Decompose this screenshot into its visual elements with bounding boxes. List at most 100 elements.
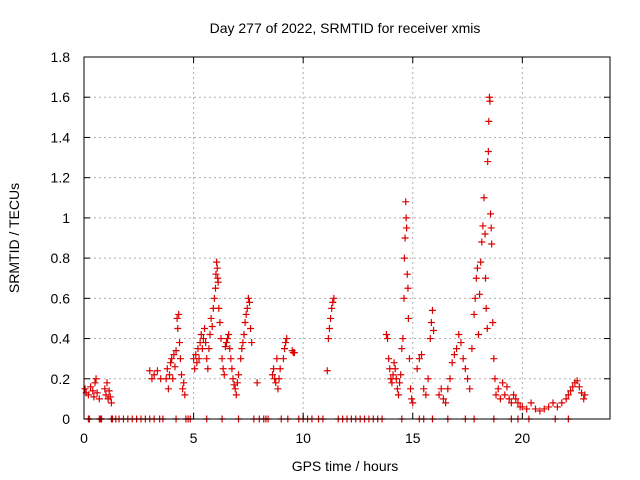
data-point [191, 365, 199, 373]
data-point [243, 304, 251, 312]
data-point [384, 335, 392, 343]
y-tick-label: 1 [62, 210, 70, 226]
data-point [105, 387, 113, 395]
data-point [468, 345, 476, 353]
data-point [457, 339, 465, 347]
data-point [212, 284, 219, 292]
data-point [268, 371, 276, 379]
data-point [91, 379, 99, 387]
data-point [494, 385, 502, 393]
data-point [281, 345, 289, 353]
y-axis-label: SRMTID / TECUs [6, 183, 22, 293]
data-point [202, 339, 210, 347]
data-point [181, 391, 189, 399]
data-point [174, 325, 182, 332]
data-point [248, 339, 256, 347]
data-point [536, 407, 544, 415]
data-point [473, 264, 481, 272]
data-point [215, 304, 223, 312]
data-point [428, 306, 436, 314]
data-point [87, 383, 95, 391]
data-point [564, 391, 572, 399]
data-point [276, 365, 284, 373]
data-point [275, 375, 283, 383]
y-tick-label: 0.6 [51, 290, 71, 306]
data-point [201, 325, 209, 332]
y-tick-label: 0.8 [51, 250, 71, 266]
data-point [403, 270, 411, 278]
data-point [212, 270, 220, 278]
data-point [208, 322, 216, 330]
data-point [282, 339, 290, 347]
data-point [247, 325, 255, 332]
data-point [220, 371, 228, 379]
data-point [581, 391, 589, 399]
data-point [89, 387, 97, 395]
data-point [203, 355, 211, 363]
data-point [486, 97, 494, 105]
data-point [279, 355, 287, 363]
data-point [422, 391, 430, 399]
data-point [180, 379, 188, 387]
data-point [199, 335, 207, 343]
data-point [479, 222, 487, 230]
data-point [228, 365, 236, 373]
data-point [327, 314, 335, 322]
data-point [392, 375, 400, 383]
data-point [558, 399, 566, 407]
data-point [580, 395, 588, 403]
data-point [226, 345, 234, 353]
data-point [218, 355, 226, 363]
data-point [239, 339, 247, 347]
data-point [213, 258, 221, 266]
data-point [207, 314, 215, 322]
data-point [195, 355, 203, 363]
data-point [569, 383, 577, 391]
x-tick-label: 15 [405, 430, 421, 446]
data-point [93, 389, 101, 397]
data-point [490, 355, 498, 363]
data-point [437, 385, 445, 393]
data-point [148, 375, 156, 383]
data-point [219, 365, 227, 373]
data-point [482, 274, 490, 282]
data-point [470, 310, 478, 318]
data-point [153, 367, 161, 375]
data-point [475, 331, 482, 339]
data-point [404, 314, 412, 322]
data-point [242, 310, 250, 318]
data-point [90, 393, 98, 401]
data-point [499, 379, 507, 387]
data-point [501, 391, 509, 399]
data-point [231, 385, 239, 393]
data-point [399, 335, 407, 343]
data-point [393, 385, 401, 393]
y-tick-label: 1.2 [51, 170, 71, 186]
data-point [472, 274, 480, 282]
data-point [400, 254, 408, 262]
data-point [573, 377, 581, 385]
data-point [389, 371, 397, 379]
data-point [453, 345, 461, 353]
data-point [426, 335, 434, 343]
data-point [402, 198, 410, 206]
data-point [324, 335, 332, 343]
data-point [165, 371, 173, 379]
data-point [84, 391, 92, 399]
y-tick-label: 1.4 [51, 129, 71, 145]
data-point [179, 385, 187, 393]
data-point [435, 391, 443, 399]
data-point [464, 375, 472, 383]
x-tick-label: 0 [80, 430, 88, 446]
data-point [523, 405, 531, 413]
data-point [330, 294, 338, 302]
data-point [172, 347, 180, 355]
data-point [396, 379, 404, 387]
data-point [439, 395, 447, 403]
data-point [204, 365, 212, 373]
data-point [81, 385, 89, 393]
data-point [329, 298, 337, 306]
data-point [413, 365, 421, 373]
